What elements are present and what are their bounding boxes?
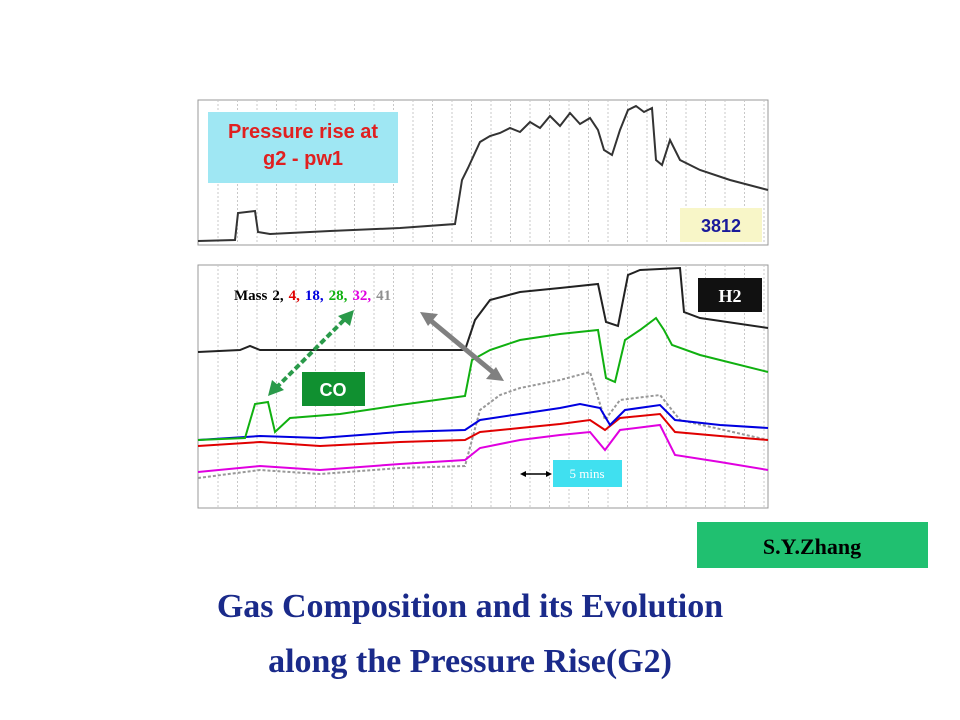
author-box [697, 522, 928, 568]
h2-box [698, 278, 762, 312]
caption-box [208, 112, 398, 183]
mass-arrow [428, 318, 496, 375]
mass-curve [197, 412, 769, 448]
legend-item: 28, [329, 288, 348, 304]
mass-curve [197, 402, 769, 441]
lower-grid [217, 265, 765, 508]
caption-line: g2 - pw1 [263, 148, 343, 170]
arrow-head [420, 312, 438, 326]
legend-item: 18, [305, 288, 324, 304]
h2-label: H2 [718, 286, 741, 306]
mass-curve [197, 423, 769, 473]
co-box [302, 372, 365, 406]
title-line: along the Pressure Rise(G2) [268, 643, 672, 680]
arrow-head [338, 310, 354, 326]
arrow-head [520, 471, 526, 477]
author: S.Y.Zhang [763, 534, 861, 559]
mass-curve [197, 370, 769, 479]
badge-box [680, 208, 762, 242]
pressure-curve [197, 104, 769, 242]
legend-item: 2, [272, 288, 284, 304]
title-line: Gas Composition and its Evolution [217, 588, 723, 625]
legend-label: Mass [234, 288, 267, 304]
mass-curve [197, 316, 769, 441]
caption-line: Pressure rise at [228, 121, 378, 143]
interval-box [553, 460, 622, 487]
arrow-head [268, 380, 284, 396]
legend-item: 4, [289, 288, 301, 304]
interval-label: 5 mins [569, 466, 604, 481]
co-arrow [274, 316, 348, 390]
mass-curve [197, 266, 769, 353]
badge: 3812 [701, 216, 741, 236]
mass-legend: Mass 2, 4, 18, 28, 32, 41 [234, 288, 391, 304]
arrow-head [486, 367, 504, 381]
legend-item: 41 [376, 288, 391, 304]
arrow-head [546, 471, 552, 477]
co-label: CO [320, 380, 347, 400]
legend-item: 32, [352, 288, 371, 304]
